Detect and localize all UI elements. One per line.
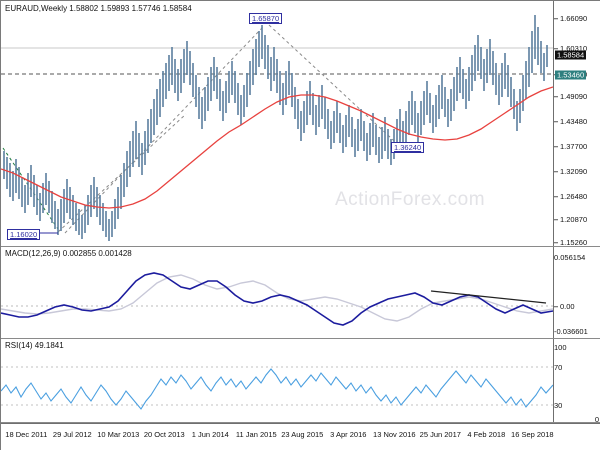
macd-trendline — [430, 290, 547, 304]
date-tick: 13 Nov 2016 — [373, 430, 416, 439]
watermark: ActionForex.com — [335, 189, 486, 210]
macd-panel: MACD(12,26,9) 0.002855 0.001428 0.056154… — [1, 247, 600, 339]
macd-tick: 0.056154 — [554, 252, 586, 262]
date-tick: 20 Oct 2013 — [143, 430, 185, 439]
macd-axis: 0.056154 0.00 -0.036601 — [553, 247, 600, 338]
date-tick: 29 Jul 2012 — [52, 430, 92, 439]
price-tick: 1.15260 — [560, 237, 588, 247]
date-tick: 16 Sep 2018 — [511, 430, 554, 439]
date-tick: 10 Mar 2013 — [97, 430, 140, 439]
date-tick: 3 Apr 2016 — [330, 430, 367, 439]
date-tick: 11 Jan 2015 — [235, 430, 277, 439]
trendline-ascending-gray — [57, 113, 187, 233]
price-tick: 1.37700 — [560, 141, 588, 151]
price-axis: 1.66090 1.60310 1.54700 1.49090 1.43480 … — [553, 1, 600, 247]
macd-main-line — [1, 272, 553, 326]
price-tick: 1.49090 — [560, 91, 588, 101]
macd-signal-line — [1, 274, 553, 322]
swing-low-label[interactable]: 1.16020 — [7, 229, 41, 240]
date-axis: 0 18 Dec 2011 29 Jul 2012 10 Mar 2013 20… — [1, 415, 600, 451]
level-price-label: 1.53460 — [555, 70, 587, 80]
rsi-panel-header: RSI(14) 49.1841 — [5, 341, 64, 350]
price-tick: 1.43480 — [560, 116, 588, 126]
price-tick: 1.20870 — [560, 214, 588, 224]
macd-tick: 0.00 — [560, 301, 575, 311]
rsi-axis: 100 70 30 — [553, 339, 600, 422]
moving-average-line — [1, 86, 553, 209]
current-price-label: 1.58584 — [555, 50, 587, 60]
rsi-tick: 30 — [554, 400, 563, 410]
candlestick-series — [3, 15, 548, 241]
price-tick: 1.32090 — [560, 166, 588, 176]
swing-high-label[interactable]: 1.65870 — [249, 13, 283, 24]
price-tick: 1.60310 — [560, 43, 588, 53]
macd-tick: -0.036601 — [554, 326, 588, 336]
macd-plot-area[interactable] — [1, 247, 553, 338]
date-tick: 23 Aug 2015 — [281, 430, 324, 439]
price-plot-area[interactable] — [1, 1, 553, 246]
date-tick: 4 Feb 2018 — [467, 430, 506, 439]
price-panel: EURAUD,Weekly 1.58802 1.59893 1.57746 1.… — [1, 1, 600, 247]
price-panel-header: EURAUD,Weekly 1.58802 1.59893 1.57746 1.… — [5, 4, 192, 13]
macd-chart-svg — [1, 272, 553, 326]
date-tick: 25 Jun 2017 — [419, 430, 461, 439]
macd-panel-header: MACD(12,26,9) 0.002855 0.001428 — [5, 249, 132, 258]
rsi-line — [1, 368, 553, 410]
price-tick: 1.26480 — [560, 191, 588, 201]
price-chart-svg — [1, 15, 553, 241]
rsi-chart-svg — [1, 366, 553, 410]
trendline-descending-gray — [268, 24, 406, 152]
rsi-tick: 100 — [554, 342, 567, 352]
date-tick: 18 Dec 2011 — [5, 430, 48, 439]
date-tick: 1 Jun 2014 — [191, 430, 229, 439]
support-label[interactable]: 1.36240 — [391, 142, 425, 153]
rsi-zero-label: 0 — [594, 415, 599, 424]
rsi-plot-area[interactable] — [1, 339, 553, 422]
price-tick: 1.66090 — [560, 13, 588, 23]
rsi-panel: RSI(14) 49.1841 100 70 30 — [1, 339, 600, 423]
rsi-tick: 70 — [554, 362, 563, 372]
